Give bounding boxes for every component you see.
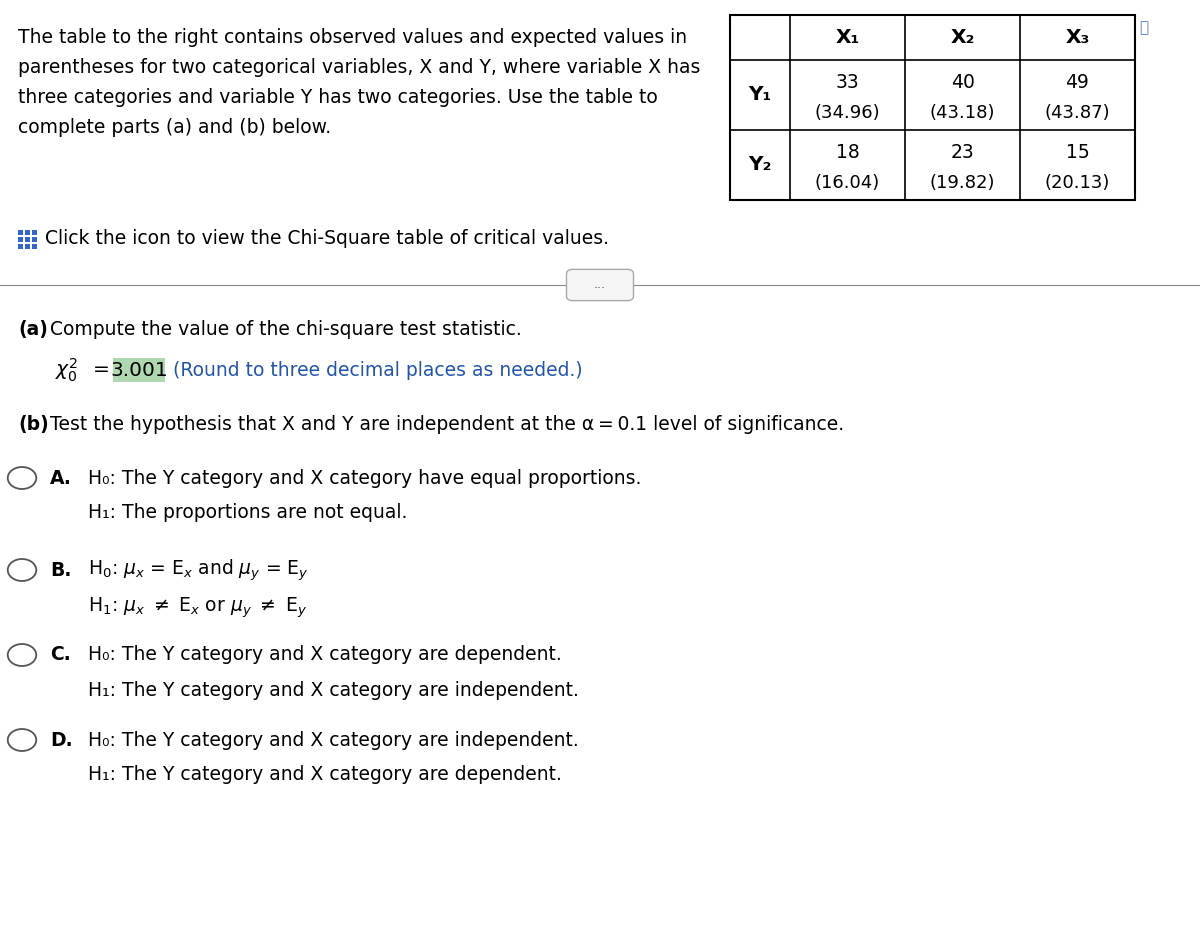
- Text: H₁: The Y category and X category are dependent.: H₁: The Y category and X category are de…: [88, 766, 562, 784]
- Text: (19.82): (19.82): [930, 174, 995, 192]
- Text: Y₂: Y₂: [749, 156, 772, 174]
- Text: three categories and variable Y has two categories. Use the table to: three categories and variable Y has two …: [18, 88, 658, 107]
- Text: B.: B.: [50, 560, 71, 580]
- Text: (a): (a): [18, 320, 48, 339]
- Bar: [25, 230, 30, 235]
- Text: 33: 33: [835, 73, 859, 93]
- Text: 15: 15: [1066, 144, 1090, 162]
- Text: (43.18): (43.18): [930, 104, 995, 122]
- Bar: [32, 244, 37, 249]
- Text: 23: 23: [950, 144, 974, 162]
- Text: 18: 18: [835, 144, 859, 162]
- Text: X₃: X₃: [1066, 28, 1090, 47]
- Bar: [730, 15, 1135, 200]
- Text: complete parts (a) and (b) below.: complete parts (a) and (b) below.: [18, 118, 331, 137]
- Text: X₁: X₁: [835, 28, 859, 47]
- Text: C.: C.: [50, 645, 71, 665]
- Circle shape: [7, 559, 36, 581]
- Text: (20.13): (20.13): [1045, 174, 1110, 192]
- Text: H₀: The Y category and X category are dependent.: H₀: The Y category and X category are de…: [88, 645, 562, 665]
- Text: ...: ...: [594, 279, 606, 292]
- Bar: [25, 244, 30, 249]
- Text: 40: 40: [950, 73, 974, 93]
- Text: H₀: The Y category and X category are independent.: H₀: The Y category and X category are in…: [88, 731, 578, 749]
- Text: H₁: The proportions are not equal.: H₁: The proportions are not equal.: [88, 504, 407, 522]
- Text: =: =: [94, 360, 110, 380]
- Text: The table to the right contains observed values and expected values in: The table to the right contains observed…: [18, 28, 688, 47]
- Circle shape: [7, 467, 36, 489]
- Text: Test the hypothesis that X and Y are independent at the α = 0.1 level of signifi: Test the hypothesis that X and Y are ind…: [44, 415, 844, 434]
- Text: Click the icon to view the Chi-Square table of critical values.: Click the icon to view the Chi-Square ta…: [46, 229, 610, 247]
- Text: (b): (b): [18, 415, 49, 434]
- Text: 49: 49: [1066, 73, 1090, 93]
- Circle shape: [7, 729, 36, 751]
- Text: X₂: X₂: [950, 28, 974, 47]
- Text: H₁: The Y category and X category are independent.: H₁: The Y category and X category are in…: [88, 681, 578, 699]
- Text: D.: D.: [50, 731, 73, 749]
- Bar: [113, 358, 166, 382]
- Text: (Round to three decimal places as needed.): (Round to three decimal places as needed…: [173, 360, 583, 380]
- Text: $\chi^2_0$: $\chi^2_0$: [55, 357, 78, 383]
- Text: ⧉: ⧉: [1139, 20, 1148, 35]
- Text: (43.87): (43.87): [1045, 104, 1110, 122]
- Bar: [18, 237, 23, 242]
- Text: Compute the value of the chi-square test statistic.: Compute the value of the chi-square test…: [44, 320, 522, 339]
- FancyBboxPatch shape: [566, 269, 634, 301]
- Bar: [18, 230, 23, 235]
- Text: H$_1$: $\mu_x$ $\neq$ E$_x$ or $\mu_y$ $\neq$ E$_y$: H$_1$: $\mu_x$ $\neq$ E$_x$ or $\mu_y$ $…: [88, 595, 307, 620]
- Text: Y₁: Y₁: [749, 85, 772, 105]
- Bar: [32, 237, 37, 242]
- Bar: [32, 230, 37, 235]
- Text: H₀: The Y category and X category have equal proportions.: H₀: The Y category and X category have e…: [88, 469, 641, 487]
- Text: parentheses for two categorical variables, X and Y, where variable X has: parentheses for two categorical variable…: [18, 58, 701, 77]
- Text: 3.001: 3.001: [110, 360, 168, 380]
- Bar: [25, 237, 30, 242]
- Bar: [18, 244, 23, 249]
- Text: (16.04): (16.04): [815, 174, 880, 192]
- Text: A.: A.: [50, 469, 72, 487]
- Circle shape: [7, 644, 36, 666]
- Text: H$_0$: $\mu_x$ = E$_x$ and $\mu_y$ = E$_y$: H$_0$: $\mu_x$ = E$_x$ and $\mu_y$ = E$_…: [88, 557, 308, 582]
- Text: (34.96): (34.96): [815, 104, 881, 122]
